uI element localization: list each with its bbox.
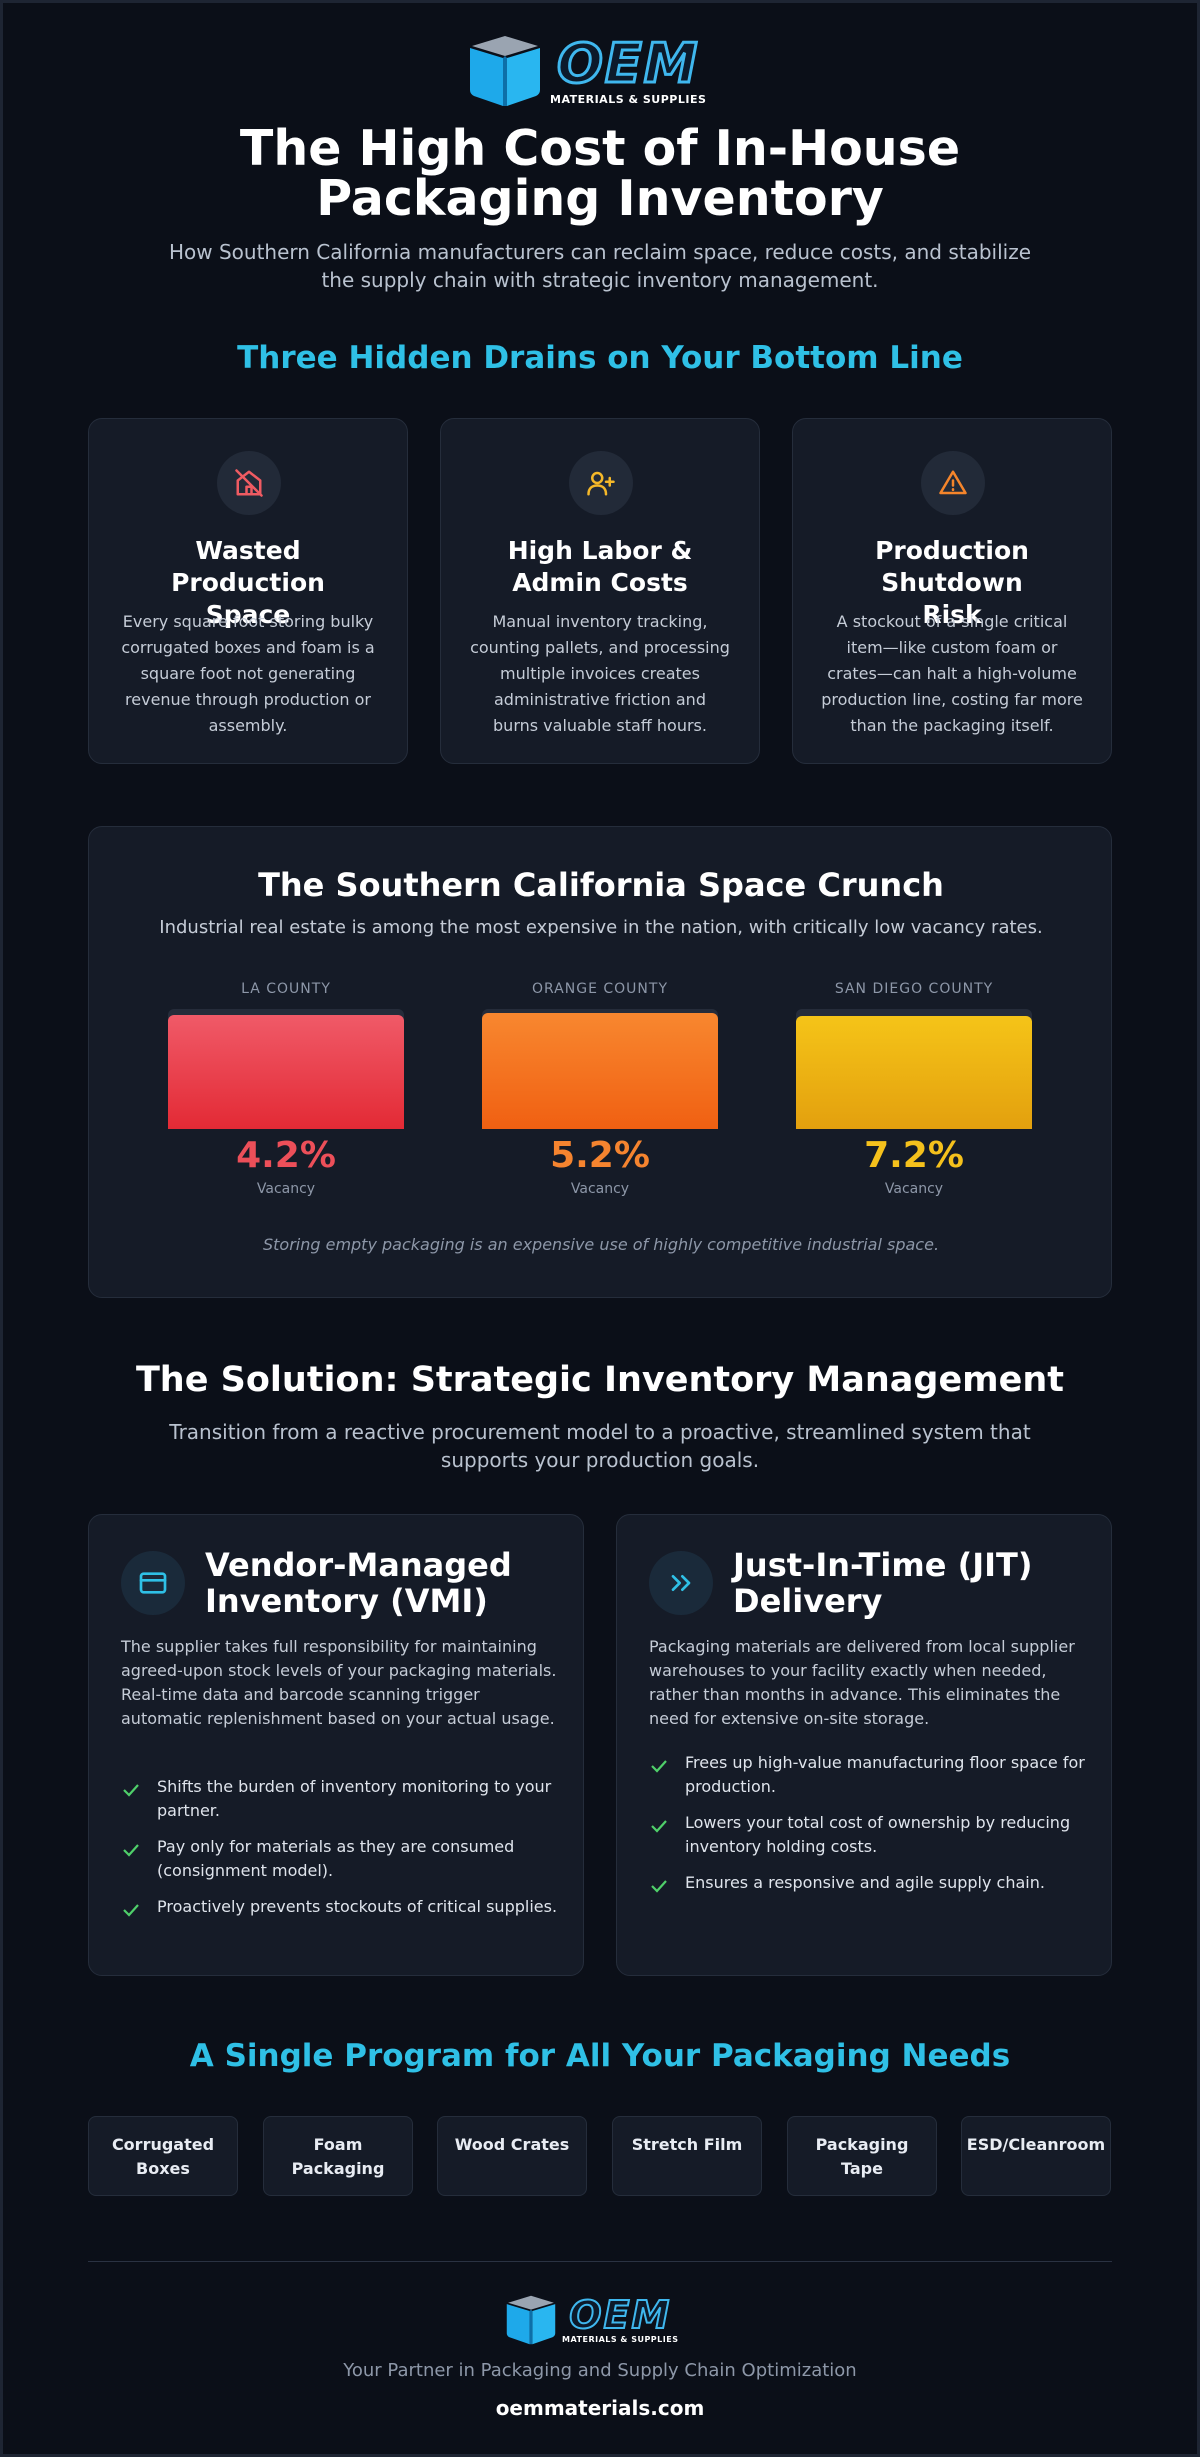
vacancy-label: Vacancy bbox=[256, 1181, 316, 1197]
vacancy-bar-sandiego bbox=[796, 1009, 1032, 1129]
vacancy-value: 5.2% bbox=[550, 1135, 650, 1176]
drain-title: Wasted Production Space bbox=[171, 536, 325, 629]
drain-text: Manual inventory tracking, counting pall… bbox=[470, 612, 730, 735]
chevrons-right-icon bbox=[671, 1575, 691, 1591]
program-item[interactable]: Foam Packaging bbox=[263, 2116, 413, 2196]
warning-icon bbox=[939, 470, 967, 495]
logo-wordmark: OEM bbox=[568, 2293, 672, 2337]
bullet-text: Frees up high-value manufacturing floor … bbox=[685, 1753, 1085, 1796]
credit-card-icon bbox=[139, 1572, 167, 1594]
jit-bullet: Ensures a responsive and agile supply ch… bbox=[649, 1871, 1089, 1901]
cube-logo-icon bbox=[506, 2295, 556, 2345]
bullet-text: Ensures a responsive and agile supply ch… bbox=[685, 1873, 1045, 1892]
bullet-text: Proactively prevents stockouts of critic… bbox=[157, 1897, 558, 1916]
solution-heading: The Solution: Strategic Inventory Manage… bbox=[135, 1360, 1065, 1400]
vacancy-label: Vacancy bbox=[884, 1181, 944, 1197]
check-icon bbox=[121, 1835, 157, 1865]
vmi-text: The supplier takes full responsibility f… bbox=[121, 1637, 557, 1728]
page-title: The High Cost of In-House Packaging Inve… bbox=[239, 120, 961, 227]
logo-wordmark: OEM bbox=[555, 31, 700, 95]
bullet-text: Lowers your total cost of ownership by r… bbox=[685, 1813, 1071, 1856]
check-icon bbox=[121, 1775, 157, 1805]
drain-text: Every square foot storing bulky corrugat… bbox=[121, 612, 375, 735]
logo-subtext: MATERIALS & SUPPLIES bbox=[550, 92, 707, 106]
user-plus-icon bbox=[587, 471, 615, 496]
vacancy-value: 7.2% bbox=[864, 1135, 964, 1176]
jit-title: Just-In-Time (JIT) Delivery bbox=[733, 1546, 1033, 1620]
county-label: ORANGE COUNTY bbox=[532, 981, 668, 997]
check-icon bbox=[649, 1871, 685, 1901]
county-label: SAN DIEGO COUNTY bbox=[834, 981, 994, 997]
program-item[interactable]: Wood Crates bbox=[437, 2116, 587, 2196]
vacancy-bar-fill bbox=[168, 1015, 404, 1129]
drain-icon-circle bbox=[217, 451, 281, 515]
solution-subtitle: Transition from a reactive procurement m… bbox=[169, 1420, 1031, 1472]
vmi-title: Vendor-Managed Inventory (VMI) bbox=[205, 1546, 512, 1620]
program-item[interactable]: Stretch Film bbox=[612, 2116, 762, 2196]
jit-bullet: Frees up high-value manufacturing floor … bbox=[649, 1751, 1089, 1799]
jit-bullet: Lowers your total cost of ownership by r… bbox=[649, 1811, 1089, 1859]
program-heading: A Single Program for All Your Packaging … bbox=[189, 2038, 1011, 2074]
program-item[interactable]: Corrugated Boxes bbox=[88, 2116, 238, 2196]
vacancy-label: Vacancy bbox=[570, 1181, 630, 1197]
vmi-bullet: Proactively prevents stockouts of critic… bbox=[121, 1895, 561, 1925]
house-off-icon bbox=[235, 469, 263, 497]
drain-text: A stockout of a single critical item—lik… bbox=[821, 612, 1083, 735]
program-item[interactable]: ESD/Cleanroom bbox=[961, 2116, 1111, 2196]
vacancy-bar-la bbox=[168, 1009, 404, 1129]
cube-logo-icon bbox=[470, 36, 540, 106]
vacancy-bar-fill bbox=[796, 1016, 1032, 1129]
drain-card-labor: High Labor & Admin Costs Manual inventor… bbox=[440, 418, 760, 764]
page-subtitle: How Southern California manufacturers ca… bbox=[168, 240, 1032, 292]
crunch-note: Storing empty packaging is an expensive … bbox=[262, 1235, 940, 1254]
drain-card-risk: Production Shutdown Risk A stockout of a… bbox=[792, 418, 1112, 764]
footer-logo[interactable]: OEM MATERIALS & SUPPLIES bbox=[504, 2294, 678, 2346]
vacancy-value: 4.2% bbox=[236, 1135, 336, 1176]
drain-icon-circle bbox=[921, 451, 985, 515]
crunch-heading: The Southern California Space Crunch bbox=[258, 866, 944, 904]
drain-title: Production Shutdown Risk bbox=[875, 536, 1029, 629]
footer-tagline: Your Partner in Packaging and Supply Cha… bbox=[343, 2360, 857, 2381]
space-crunch-panel: The Southern California Space Crunch Ind… bbox=[88, 826, 1112, 1298]
drain-icon-circle bbox=[569, 451, 633, 515]
vacancy-bar-fill bbox=[482, 1012, 718, 1129]
drain-title: High Labor & Admin Costs bbox=[507, 536, 693, 597]
drain-card-space: Wasted Production Space Every square foo… bbox=[88, 418, 408, 764]
jit-icon-circle bbox=[649, 1551, 713, 1615]
footer-divider bbox=[88, 2261, 1112, 2262]
check-icon bbox=[649, 1811, 685, 1841]
footer-url[interactable]: oemmaterials.com bbox=[495, 2396, 705, 2420]
vmi-bullet: Shifts the burden of inventory monitorin… bbox=[121, 1775, 561, 1823]
check-icon bbox=[121, 1895, 157, 1925]
drains-heading: Three Hidden Drains on Your Bottom Line bbox=[237, 340, 963, 376]
vmi-bullet: Pay only for materials as they are consu… bbox=[121, 1835, 561, 1883]
vmi-card: Vendor-Managed Inventory (VMI) The suppl… bbox=[88, 1514, 584, 1976]
program-item[interactable]: Packaging Tape bbox=[787, 2116, 937, 2196]
header-logo[interactable]: OEM MATERIALS & SUPPLIES bbox=[466, 34, 706, 108]
bullet-text: Shifts the burden of inventory monitorin… bbox=[157, 1777, 552, 1820]
crunch-subtitle: Industrial real estate is among the most… bbox=[159, 917, 1043, 938]
logo-subtext: MATERIALS & SUPPLIES bbox=[562, 2335, 679, 2344]
vacancy-bar-orange bbox=[482, 1009, 718, 1129]
check-icon bbox=[649, 1751, 685, 1781]
bullet-text: Pay only for materials as they are consu… bbox=[157, 1837, 515, 1880]
jit-card: Just-In-Time (JIT) Delivery Packaging ma… bbox=[616, 1514, 1112, 1976]
county-label: LA COUNTY bbox=[241, 981, 331, 997]
vmi-icon-circle bbox=[121, 1551, 185, 1615]
jit-text: Packaging materials are delivered from l… bbox=[649, 1637, 1075, 1728]
